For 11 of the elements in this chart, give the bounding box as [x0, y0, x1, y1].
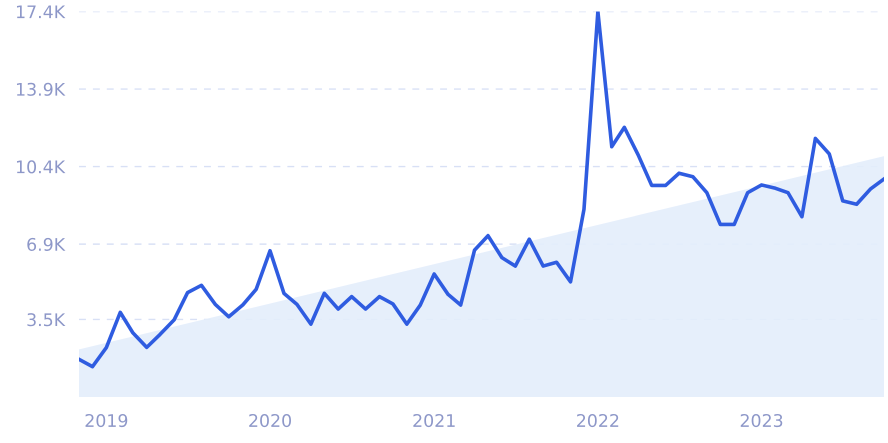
x-tick-label: 2023 — [740, 414, 782, 428]
y-tick-label: 13.9K — [16, 82, 66, 96]
x-tick-label: 2022 — [577, 414, 618, 428]
y-tick-label: 3.5K — [27, 313, 66, 326]
y-tick-label: 6.9K — [27, 238, 66, 251]
x-tick-label: 2020 — [249, 414, 291, 428]
y-tick-label: 17.4K — [16, 5, 66, 18]
line-series — [79, 12, 884, 368]
y-tick-label: 10.4K — [16, 160, 66, 174]
x-tick-label: 2019 — [86, 414, 128, 428]
x-tick-label: 2021 — [413, 414, 455, 428]
